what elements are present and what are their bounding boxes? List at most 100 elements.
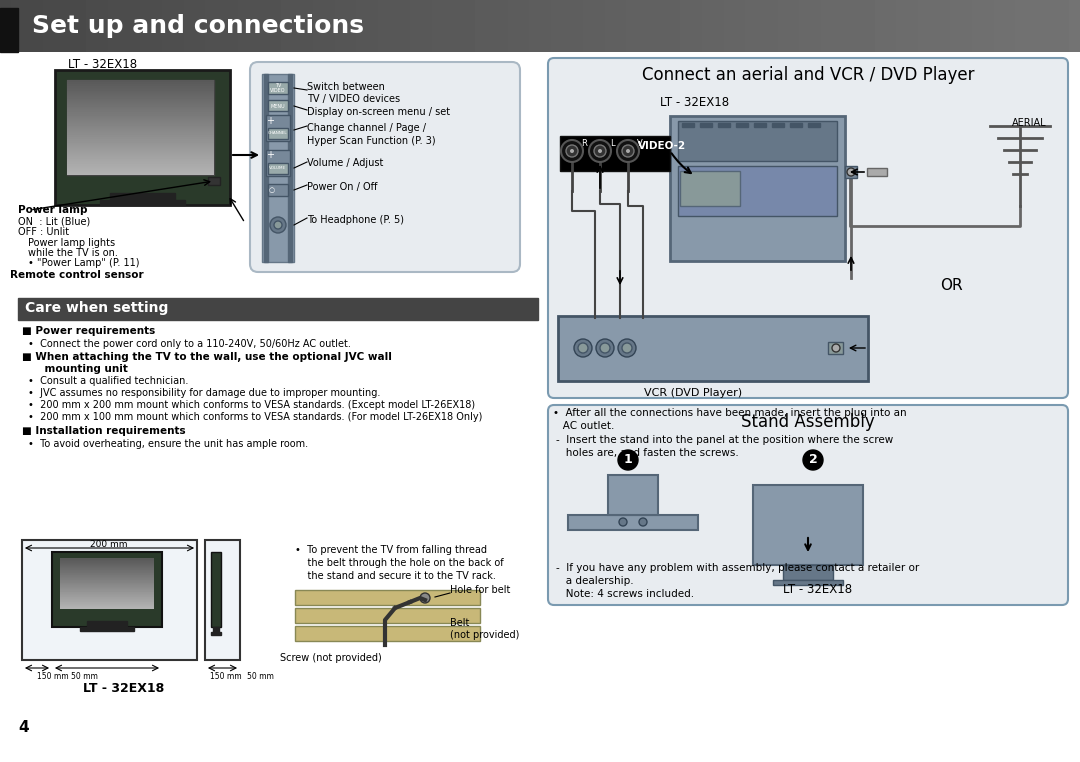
Text: Switch between
TV / VIDEO devices: Switch between TV / VIDEO devices [307, 82, 400, 104]
FancyBboxPatch shape [548, 58, 1068, 398]
Text: 200 mm: 200 mm [91, 540, 127, 549]
Text: R: R [581, 139, 586, 148]
Text: •  To prevent the TV from falling thread
    the belt through the hole on the ba: • To prevent the TV from falling thread … [295, 545, 503, 581]
Text: •  To avoid overheating, ensure the unit has ample room.: • To avoid overheating, ensure the unit … [28, 439, 308, 449]
Bar [845, 166, 858, 178]
Circle shape [589, 140, 611, 162]
Bar [561, 136, 670, 171]
Circle shape [270, 217, 286, 233]
Text: 50 mm: 50 mm [247, 672, 274, 681]
Bar [295, 608, 480, 623]
Text: AERIAL: AERIAL [1012, 118, 1047, 128]
Text: VCR (DVD Player): VCR (DVD Player) [644, 388, 742, 398]
FancyBboxPatch shape [249, 62, 519, 272]
Text: •  Connect the power cord only to a 110-240V, 50/60Hz AC outlet.: • Connect the power cord only to a 110-2… [28, 339, 351, 349]
Bar [867, 168, 887, 176]
Bar [22, 540, 197, 660]
Bar [0, 8, 18, 52]
Text: L: L [610, 139, 615, 148]
Circle shape [622, 343, 632, 353]
Text: OFF : Unlit: OFF : Unlit [18, 227, 69, 237]
Text: LT - 32EX18: LT - 32EX18 [68, 58, 137, 71]
Text: VIDEO-2: VIDEO-2 [638, 141, 686, 151]
Text: +: + [266, 150, 274, 160]
Text: To Headphone (P. 5): To Headphone (P. 5) [307, 215, 404, 225]
Circle shape [617, 140, 639, 162]
Text: Stand Assembly: Stand Assembly [741, 413, 875, 431]
Text: Volume / Adjust: Volume / Adjust [307, 158, 383, 168]
Bar [753, 485, 863, 565]
Bar [211, 552, 221, 627]
Bar [681, 123, 694, 127]
FancyBboxPatch shape [548, 405, 1068, 605]
Bar [783, 565, 833, 580]
Text: Power lamp: Power lamp [18, 205, 87, 215]
Text: -  Insert the stand into the panel at the position where the screw
   holes are,: - Insert the stand into the panel at the… [556, 435, 893, 458]
Text: 4: 4 [18, 720, 29, 735]
Text: 1: 1 [623, 453, 633, 466]
Text: mounting unit: mounting unit [30, 364, 127, 374]
Circle shape [619, 518, 627, 526]
Text: Power On / Off: Power On / Off [307, 182, 377, 192]
Text: •  After all the connections have been made, insert the plug into an
   AC outle: • After all the connections have been ma… [553, 408, 906, 431]
Bar [700, 123, 712, 127]
Text: ○: ○ [269, 187, 275, 193]
Text: •  Consult a qualified technician.: • Consult a qualified technician. [28, 376, 188, 386]
Bar [808, 123, 820, 127]
Bar [110, 193, 175, 201]
Circle shape [596, 339, 615, 357]
Bar [754, 123, 766, 127]
Text: LT - 32EX18: LT - 32EX18 [783, 583, 852, 596]
Bar [100, 200, 185, 205]
Text: CHANNEL: CHANNEL [268, 131, 287, 135]
Bar [268, 128, 288, 139]
Bar [295, 626, 480, 641]
Text: Screw (not provided): Screw (not provided) [280, 653, 381, 663]
Text: Power lamp lights: Power lamp lights [28, 238, 116, 248]
Text: ■ When attaching the TV to the wall, use the optional JVC wall: ■ When attaching the TV to the wall, use… [22, 352, 392, 362]
Bar [266, 150, 291, 176]
Bar [678, 121, 837, 161]
Bar [67, 80, 214, 175]
Text: 150 mm 50 mm: 150 mm 50 mm [37, 672, 98, 681]
Bar [266, 115, 291, 141]
Text: Hole for belt: Hole for belt [450, 585, 511, 595]
Circle shape [594, 145, 606, 157]
Text: V: V [637, 139, 643, 148]
Circle shape [561, 140, 583, 162]
Text: -  If you have any problem with assembly, please contact a retailer or
   a deal: - If you have any problem with assembly,… [556, 563, 919, 600]
Text: •  JVC assumes no responsibility for damage due to improper mounting.: • JVC assumes no responsibility for dama… [28, 388, 380, 398]
Bar [735, 123, 748, 127]
Text: LT - 32EX18: LT - 32EX18 [660, 96, 729, 109]
Text: •  200 mm x 200 mm mount which conforms to VESA standards. (Except model LT-26EX: • 200 mm x 200 mm mount which conforms t… [28, 400, 475, 410]
Bar [87, 621, 127, 626]
Text: •  200 mm x 100 mm mount which conforms to VESA standards. (For model LT-26EX18 : • 200 mm x 100 mm mount which conforms t… [28, 412, 483, 422]
Text: Set up and connections: Set up and connections [32, 14, 364, 38]
Text: MENU: MENU [271, 104, 285, 108]
Bar [678, 166, 837, 216]
Text: ■ Power requirements: ■ Power requirements [22, 326, 156, 336]
Text: LT - 32EX18: LT - 32EX18 [83, 682, 164, 695]
Text: 150 mm: 150 mm [210, 672, 242, 681]
Bar [208, 177, 220, 185]
Text: VOLUME: VOLUME [269, 166, 286, 170]
Bar [773, 580, 843, 585]
Bar [268, 82, 288, 94]
Bar [670, 116, 845, 261]
Text: 2: 2 [809, 453, 818, 466]
Bar [211, 632, 221, 635]
Bar [295, 590, 480, 605]
Text: Belt
(not provided): Belt (not provided) [450, 618, 519, 639]
Bar [568, 515, 698, 530]
Circle shape [847, 168, 855, 176]
Circle shape [626, 149, 630, 153]
Bar [288, 74, 292, 262]
Text: • "Power Lamp" (P. 11): • "Power Lamp" (P. 11) [28, 258, 139, 268]
Bar [268, 184, 288, 196]
Circle shape [566, 145, 578, 157]
Text: while the TV is on.: while the TV is on. [28, 248, 118, 258]
Circle shape [804, 450, 823, 470]
Bar [262, 74, 294, 262]
Text: OR: OR [940, 278, 962, 293]
Bar [205, 540, 240, 660]
